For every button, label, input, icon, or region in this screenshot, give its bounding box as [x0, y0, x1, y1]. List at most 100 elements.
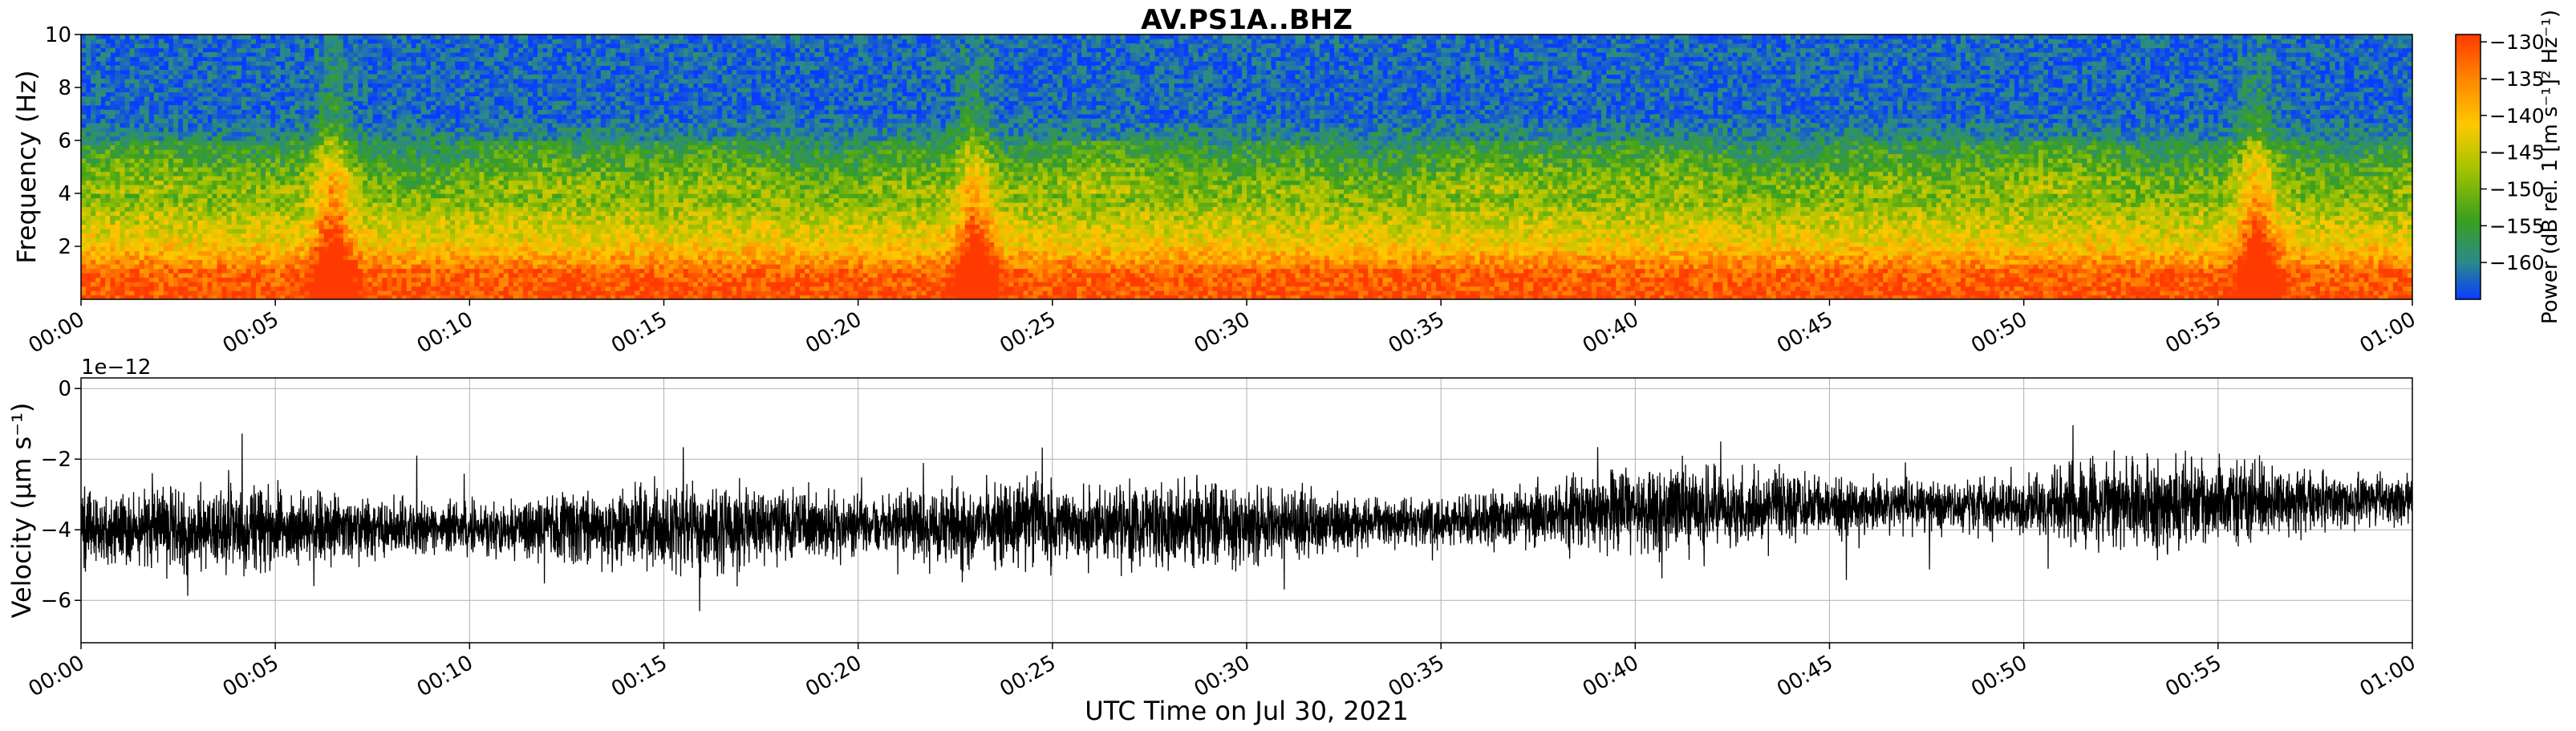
spectrogram-cell — [261, 234, 266, 238]
spectrogram-cell — [324, 216, 330, 221]
spectrogram-cell — [455, 176, 460, 181]
spectrogram-cell — [285, 220, 290, 225]
spectrogram-cell — [144, 198, 150, 203]
spectrogram-cell — [367, 269, 373, 274]
spectrogram-cell — [397, 167, 403, 172]
spectrogram-cell — [232, 278, 237, 282]
spectrogram-cell — [207, 238, 213, 242]
spectrogram-cell — [474, 251, 480, 256]
spectrogram-cell — [149, 110, 155, 115]
spectrogram-cell — [314, 264, 320, 269]
spectrogram-cell — [460, 198, 465, 203]
spectrogram-cell — [246, 70, 252, 75]
spectrogram-cell — [105, 286, 111, 291]
spectrogram-cell — [460, 140, 465, 145]
spectrogram-cell — [86, 290, 91, 295]
spectrogram-cell — [489, 189, 495, 194]
spectrogram-cell — [402, 154, 408, 159]
spectrogram-cell — [140, 114, 145, 119]
spectrogram-cell — [334, 128, 339, 132]
spectrogram-cell — [168, 75, 174, 79]
spectrogram-cell — [270, 185, 276, 189]
spectrogram-cell — [464, 260, 470, 265]
spectrogram-cell — [382, 242, 387, 247]
spectrogram-cell — [299, 149, 305, 154]
spectrogram-cell — [416, 193, 422, 198]
spectrogram-cell — [402, 52, 408, 57]
spectrogram-cell — [310, 123, 315, 128]
spectrogram-cell — [391, 246, 397, 251]
spectrogram-cell — [304, 189, 310, 194]
spectrogram-cell — [436, 140, 441, 145]
spectrogram-cell — [261, 282, 266, 286]
spectrogram-cell — [334, 101, 339, 106]
spectrogram-cell — [324, 286, 330, 291]
spectrogram-cell — [217, 189, 223, 194]
spectrogram-cell — [421, 149, 427, 154]
spectrogram-cell — [100, 260, 106, 265]
spectrogram-cell — [343, 66, 349, 71]
spectrogram-cell — [81, 185, 87, 189]
spectrogram-cell — [95, 128, 101, 132]
spectrogram-cell — [261, 273, 266, 278]
spectrogram-cell — [100, 43, 106, 48]
spectrogram-cell — [504, 264, 509, 269]
spectrogram-cell — [372, 242, 378, 247]
spectrogram-cell — [474, 52, 480, 57]
spectrogram-cell — [217, 75, 223, 79]
spectrogram-cell — [450, 220, 456, 225]
spectrogram-cell — [407, 264, 412, 269]
spectrogram-cell — [159, 193, 164, 198]
spectrogram-cell — [416, 211, 422, 216]
spectrogram-cell — [266, 211, 271, 216]
spectrogram-cell — [407, 128, 412, 132]
spectrogram-cell — [81, 172, 87, 177]
spectrogram-cell — [310, 87, 315, 92]
spectrogram-cell — [144, 216, 150, 221]
spectrogram-cell — [86, 57, 91, 62]
spectrogram-cell — [135, 286, 140, 291]
spectrogram-cell — [241, 132, 247, 136]
spectrogram-cell — [149, 92, 155, 97]
spectrogram-cell — [212, 255, 217, 260]
spectrogram-cell — [504, 290, 509, 295]
spectrogram-cell — [304, 101, 310, 106]
spectrogram-cell — [164, 145, 169, 150]
spectrogram-cell — [348, 87, 354, 92]
spectrogram-cell — [183, 185, 189, 189]
spectrogram-cell — [314, 290, 320, 295]
spectrogram-cell — [397, 57, 403, 62]
spectrogram-cell — [188, 282, 193, 286]
spectrogram-cell — [499, 189, 505, 194]
spectrogram-cell — [91, 282, 96, 286]
spectrogram-cell — [86, 149, 91, 154]
spectrogram-cell — [154, 132, 160, 136]
spectrogram-cell — [81, 48, 87, 53]
spectrogram-cell — [416, 43, 422, 48]
spectrogram-cell — [91, 136, 96, 141]
spectrogram-cell — [372, 198, 378, 203]
spectrogram-cell — [391, 242, 397, 247]
spectrogram-cell — [294, 75, 300, 79]
spectrogram-cell — [140, 264, 145, 269]
spectrogram-cell — [227, 185, 233, 189]
spectrogram-cell — [95, 57, 101, 62]
spectrogram-cell — [377, 43, 383, 48]
spectrogram-cell — [124, 282, 130, 286]
spectrogram-cell — [285, 52, 290, 57]
spectrogram-cell — [188, 185, 193, 189]
spectrogram-cell — [159, 242, 164, 247]
spectrogram-cell — [164, 193, 169, 198]
spectrogram-cell — [178, 286, 184, 291]
spectrogram-cell — [294, 149, 300, 154]
spectrogram-cell — [397, 207, 403, 212]
spectrogram-cell — [334, 105, 339, 110]
spectrogram-cell — [445, 216, 451, 221]
spectrogram-cell — [261, 66, 266, 71]
spectrogram-cell — [222, 70, 228, 75]
spectrogram-cell — [382, 119, 387, 124]
spectrogram-cell — [436, 87, 441, 92]
spectrogram-cell — [120, 75, 125, 79]
spectrogram-cell — [310, 163, 315, 168]
spectrogram-cell — [217, 70, 223, 75]
